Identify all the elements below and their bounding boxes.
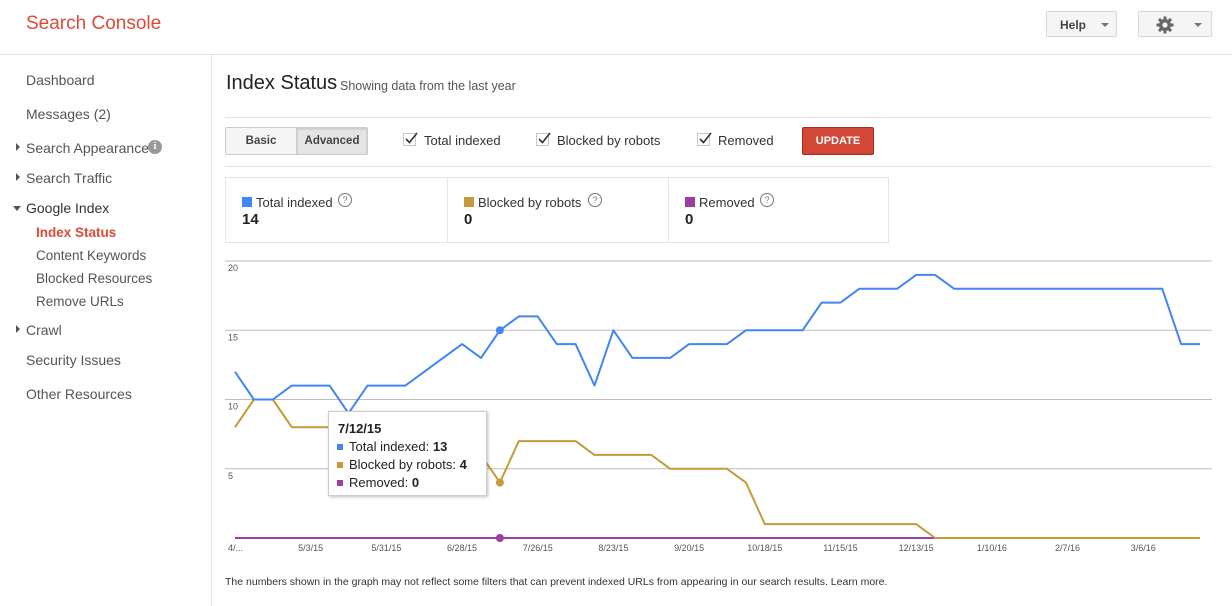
highlight-point — [495, 478, 504, 487]
sidebar-item-crawl[interactable]: Crawl — [26, 322, 62, 338]
update-button[interactable]: UPDATE — [802, 127, 874, 155]
help-label: Help — [1060, 18, 1087, 32]
checkmark-icon — [405, 132, 418, 144]
settings-button[interactable] — [1138, 11, 1212, 37]
x-tick-label: 5/3/15 — [298, 543, 323, 553]
tooltip-row-removed: Removed: 0 — [337, 475, 419, 490]
legend-swatch — [242, 197, 252, 207]
x-tick-label: 12/13/15 — [899, 543, 934, 553]
x-tick-label: 3/6/16 — [1131, 543, 1156, 553]
tooltip-swatch — [337, 443, 343, 450]
y-tick-label: 20 — [228, 263, 238, 273]
checkbox-total-indexed[interactable] — [403, 132, 418, 146]
page-title: Index Status — [226, 72, 338, 94]
checkbox-label-blocked-by-robots[interactable]: Blocked by robots — [557, 133, 661, 148]
tooltip-date: 7/12/15 — [338, 421, 382, 436]
legend-value: 0 — [464, 211, 473, 228]
sidebar-item-remove-urls[interactable]: Remove URLs — [36, 294, 124, 309]
legend-label: Removed — [699, 195, 755, 210]
legend-card-total-indexed: Total indexed ? 14 — [226, 178, 447, 242]
highlight-point — [495, 326, 504, 335]
help-icon[interactable]: ? — [760, 193, 774, 207]
sidebar-item-index-status[interactable]: Index Status — [36, 225, 117, 240]
checkbox-blocked-by-robots[interactable] — [536, 132, 551, 146]
sidebar-item-dashboard[interactable]: Dashboard — [26, 72, 95, 88]
x-tick-label: 8/23/15 — [598, 543, 628, 553]
info-icon[interactable]: i — [148, 140, 162, 154]
chevron-right-icon[interactable] — [16, 143, 20, 151]
legend-card-removed: Removed ? 0 — [668, 178, 889, 242]
legend-value: 0 — [685, 211, 694, 228]
tooltip-value: 13 — [432, 439, 448, 454]
chevron-down-icon[interactable] — [13, 206, 21, 211]
divider — [225, 117, 1212, 118]
checkmark-icon — [538, 132, 551, 144]
checkbox-label-total-indexed[interactable]: Total indexed — [424, 133, 501, 148]
tooltip-label: Total indexed: — [349, 439, 430, 454]
chart-footnote: The numbers shown in the graph may not r… — [225, 576, 888, 588]
y-tick-label: 10 — [228, 402, 238, 412]
y-tick-label: 5 — [228, 471, 233, 481]
x-tick-label: 6/28/15 — [447, 543, 477, 553]
gear-icon — [1156, 16, 1174, 34]
chevron-right-icon[interactable] — [16, 173, 20, 181]
chevron-down-icon — [1194, 23, 1202, 27]
header-bar: Search Console Help — [0, 0, 1232, 55]
help-button[interactable]: Help — [1046, 11, 1117, 37]
sidebar-item-blocked-resources[interactable]: Blocked Resources — [36, 271, 153, 286]
sidebar-item-other-resources[interactable]: Other Resources — [26, 386, 132, 402]
legend-swatch — [464, 197, 474, 207]
view-basic-button[interactable]: Basic — [225, 127, 297, 155]
app-title[interactable]: Search Console — [26, 13, 162, 34]
checkmark-icon — [699, 132, 712, 144]
page-subtitle: Showing data from the last year — [340, 79, 516, 93]
x-tick-label: 5/31/15 — [371, 543, 401, 553]
tooltip-row-total-indexed: Total indexed: 13 — [337, 439, 447, 454]
legend-cards: Total indexed ? 14 Blocked by robots ? 0… — [225, 177, 889, 243]
sidebar-item-messages[interactable]: Messages (2) — [26, 106, 111, 122]
tooltip-label: Blocked by robots: — [349, 457, 456, 472]
checkbox-removed[interactable] — [697, 132, 712, 146]
sidebar-item-search-appearance[interactable]: Search Appearance — [26, 140, 149, 156]
x-tick-label: 7/26/15 — [523, 543, 553, 553]
chevron-right-icon[interactable] — [16, 325, 20, 333]
sidebar-item-security-issues[interactable]: Security Issues — [26, 352, 121, 368]
sidebar-item-search-traffic[interactable]: Search Traffic — [26, 170, 113, 186]
tooltip-swatch — [337, 479, 343, 486]
x-tick-label: 10/18/15 — [747, 543, 782, 553]
chart-tooltip: 7/12/15 Total indexed: 13 Blocked by rob… — [328, 411, 487, 496]
help-icon[interactable]: ? — [338, 193, 352, 207]
tooltip-value: 0 — [411, 475, 420, 490]
tooltip-label: Removed: — [349, 475, 409, 490]
tooltip-swatch — [337, 461, 343, 468]
y-tick-label: 15 — [228, 332, 238, 342]
view-advanced-button[interactable]: Advanced — [296, 127, 368, 155]
tooltip-value: 4 — [459, 457, 467, 472]
legend-label: Total indexed — [256, 195, 333, 210]
legend-card-blocked-by-robots: Blocked by robots ? 0 — [447, 178, 669, 242]
x-tick-label: 11/15/15 — [823, 543, 857, 553]
sidebar — [0, 55, 212, 606]
checkbox-label-removed[interactable]: Removed — [718, 133, 774, 148]
tooltip-row-blocked-by-robots: Blocked by robots: 4 — [337, 457, 467, 472]
chevron-down-icon — [1101, 23, 1109, 27]
index-status-chart[interactable]: 5 10 15 20 4/... 5/3/15 5/31/15 6/28/15 7/26/15 8… — [225, 255, 1215, 560]
divider — [225, 166, 1212, 167]
x-tick-label: 1/10/16 — [977, 543, 1007, 553]
legend-swatch — [685, 197, 695, 207]
legend-label: Blocked by robots — [478, 195, 582, 210]
highlight-point — [495, 534, 504, 542]
legend-value: 14 — [242, 211, 259, 228]
help-icon[interactable]: ? — [588, 193, 602, 207]
x-tick-label: 2/7/16 — [1055, 543, 1080, 553]
sidebar-item-google-index[interactable]: Google Index — [26, 200, 110, 216]
x-tick-label: 9/20/15 — [674, 543, 704, 553]
x-tick-label: 4/... — [228, 543, 243, 553]
series-line-total-indexed — [234, 273, 1200, 415]
sidebar-item-content-keywords[interactable]: Content Keywords — [36, 248, 147, 263]
